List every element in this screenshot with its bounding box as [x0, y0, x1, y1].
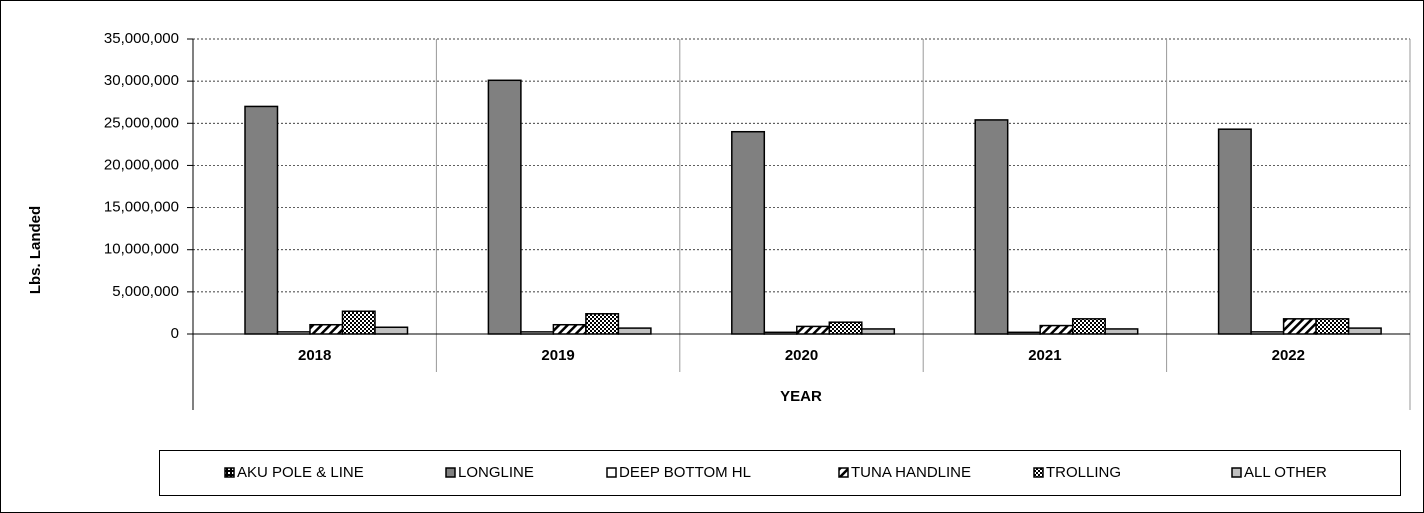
- x-tick-label: 2022: [1272, 347, 1305, 364]
- bar: [1250, 331, 1285, 335]
- bar: [1282, 318, 1317, 335]
- bar: [552, 323, 587, 335]
- bar: [861, 328, 896, 335]
- legend-swatch: [838, 467, 849, 478]
- bar: [374, 326, 409, 335]
- legend-swatch: [224, 467, 235, 478]
- bar: [1071, 318, 1106, 335]
- bar: [1315, 318, 1350, 335]
- bar: [974, 119, 1009, 335]
- y-tick-label: 35,000,000: [104, 30, 179, 47]
- bar: [731, 130, 766, 335]
- legend-swatch: [1033, 467, 1044, 478]
- y-tick-label: 25,000,000: [104, 114, 179, 131]
- bar: [520, 331, 555, 335]
- legend-label: DEEP BOTTOM HL: [619, 464, 751, 481]
- bar: [828, 321, 863, 335]
- y-tick-label: 15,000,000: [104, 199, 179, 216]
- legend-label: TUNA HANDLINE: [851, 464, 971, 481]
- bar: [487, 79, 522, 335]
- legend-label: TROLLING: [1046, 464, 1121, 481]
- bar: [617, 327, 652, 335]
- bar: [763, 331, 798, 335]
- legend-label: LONGLINE: [458, 464, 534, 481]
- y-tick-label: 10,000,000: [104, 241, 179, 258]
- bar: [1217, 128, 1252, 335]
- bar: [341, 310, 376, 335]
- y-axis-title: Lbs. Landed: [27, 206, 44, 294]
- bar: [244, 105, 279, 335]
- y-tick-label: 30,000,000: [104, 72, 179, 89]
- bar: [1006, 331, 1041, 335]
- x-tick-label: 2019: [541, 347, 574, 364]
- legend-swatch: [445, 467, 456, 478]
- bar: [796, 325, 831, 335]
- legend-box: [159, 450, 1401, 496]
- x-tick-label: 2018: [298, 347, 331, 364]
- legend-label: AKU POLE & LINE: [237, 464, 364, 481]
- x-axis-title: YEAR: [780, 388, 822, 405]
- bar: [309, 323, 344, 335]
- bar: [276, 331, 311, 335]
- x-tick-label: 2020: [785, 347, 818, 364]
- bar: [1039, 324, 1074, 335]
- x-tick-label: 2021: [1028, 347, 1061, 364]
- bar: [1347, 327, 1382, 335]
- bar: [585, 313, 620, 335]
- legend-label: ALL OTHER: [1244, 464, 1327, 481]
- y-tick-label: 0: [171, 325, 179, 342]
- legend-swatch: [1231, 467, 1242, 478]
- bar: [1104, 328, 1139, 335]
- y-tick-label: 20,000,000: [104, 156, 179, 173]
- legend-swatch: [606, 467, 617, 478]
- y-tick-label: 5,000,000: [112, 283, 179, 300]
